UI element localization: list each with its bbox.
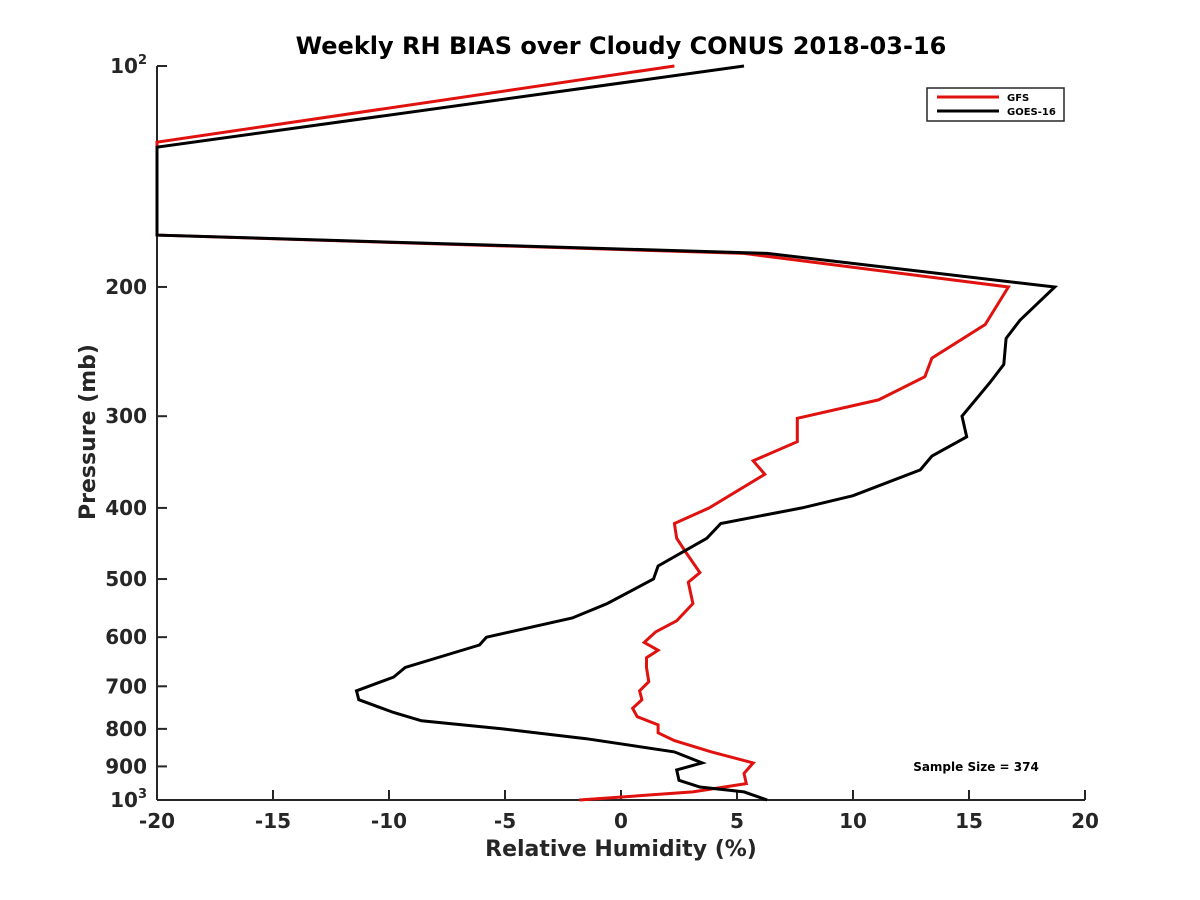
x-tick-label: -15 [255, 809, 291, 833]
plot-area: -20 -15 -10 -5 0 5 10 15 20 102 200 300 400 500 600 700… [105, 53, 1099, 833]
legend-label-goes-16: GOES-16 [1007, 107, 1056, 118]
x-tick-label: -10 [371, 809, 407, 833]
y-tick-label: 400 [105, 496, 147, 520]
x-tick-label: 15 [955, 809, 983, 833]
sample-size-annotation: Sample Size = 374 [913, 760, 1039, 774]
y-tick-label: 800 [105, 717, 147, 741]
x-tick-label: 10 [839, 809, 867, 833]
y-tick-label: 300 [105, 404, 147, 428]
y-tick-label: 103 [110, 787, 147, 812]
legend: GFS GOES-16 [926, 87, 1065, 122]
series-line-goes-16 [155, 64, 1059, 802]
y-tick-label: 102 [110, 53, 147, 78]
chart-title: Weekly RH BIAS over Cloudy CONUS 2018-03… [296, 32, 947, 60]
x-tick-label: -20 [139, 809, 175, 833]
x-axis-label: Relative Humidity (%) [485, 837, 757, 862]
legend-box [926, 87, 1065, 122]
x-tick-label: 0 [614, 809, 628, 833]
y-tick-label: 500 [105, 567, 147, 591]
y-tick-label: 700 [105, 674, 147, 698]
legend-label-gfs: GFS [1007, 93, 1029, 104]
y-tick-label: 600 [105, 625, 147, 649]
y-axis-label: Pressure (mb) [76, 344, 101, 520]
y-tick-label: 900 [105, 754, 147, 778]
y-tick-label: 200 [105, 275, 147, 299]
series-line-gfs [155, 64, 1011, 802]
x-tick-label: -5 [494, 809, 516, 833]
x-tick-label: 20 [1071, 809, 1099, 833]
x-tick-label: 5 [730, 809, 744, 833]
